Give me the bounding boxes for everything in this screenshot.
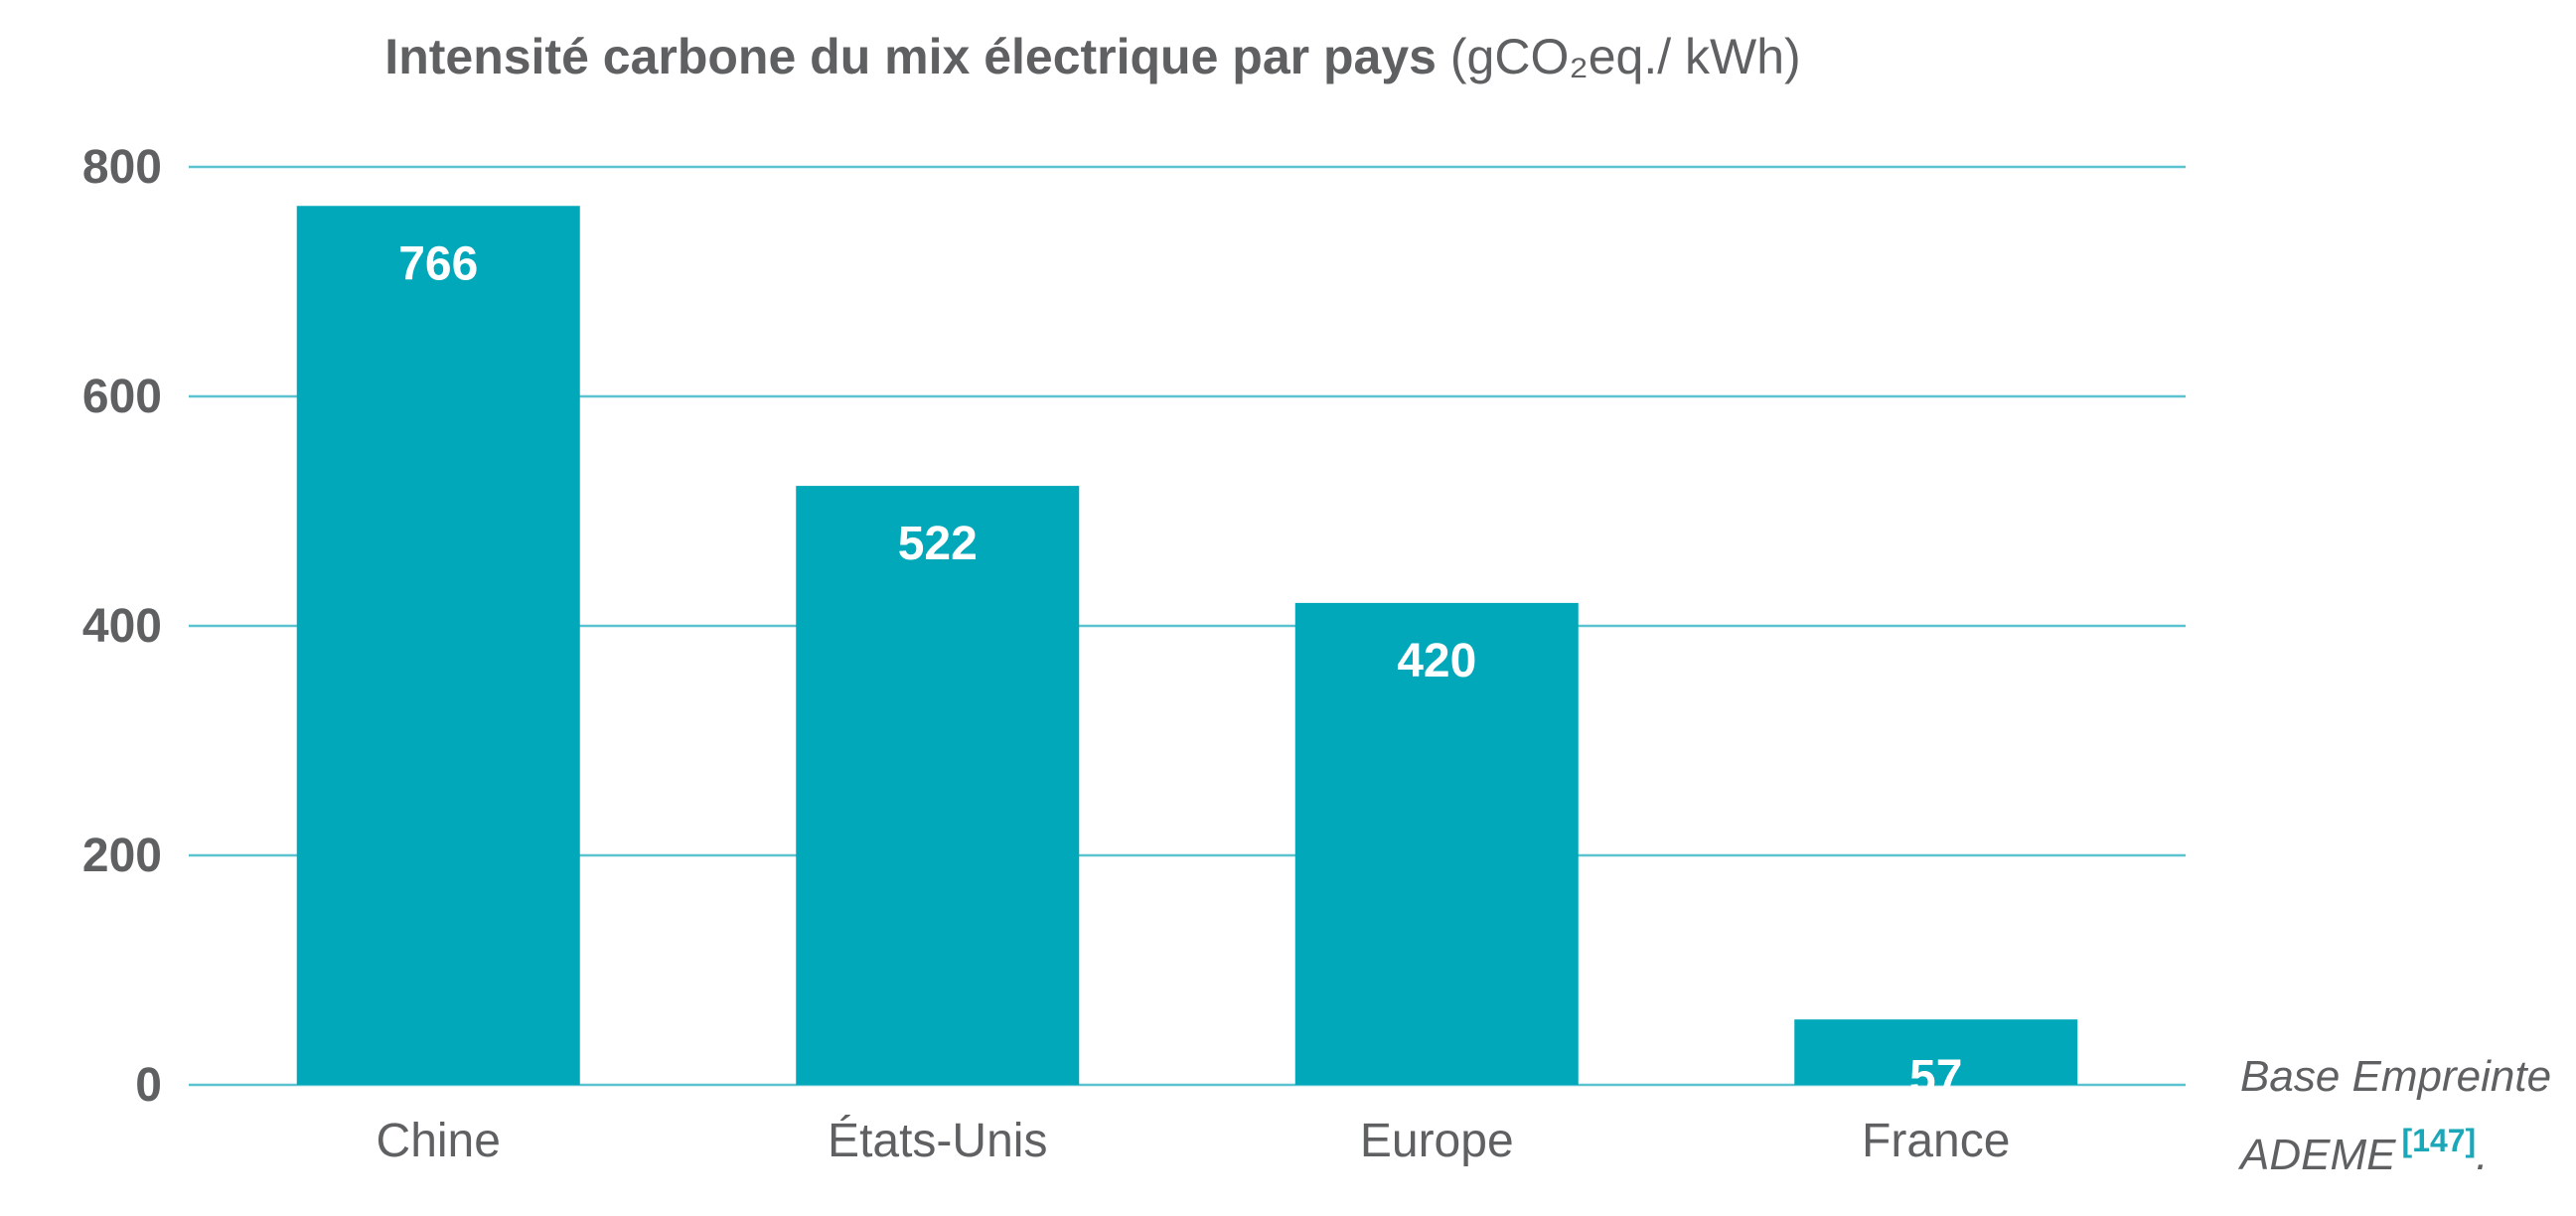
chart-title-unit: (gCO₂eq./ kWh) xyxy=(1449,29,1801,84)
data-label: 57 xyxy=(1909,1051,1962,1104)
x-tick-label: Europe xyxy=(1360,1115,1514,1167)
bar xyxy=(1294,602,1579,1085)
y-tick-label: 800 xyxy=(82,141,162,194)
x-tick-label: France xyxy=(1862,1115,2010,1167)
x-tick-label: États-Unis xyxy=(828,1115,1047,1167)
data-label: 766 xyxy=(398,237,478,290)
chart-title-main: Intensité carbone du mix électrique par … xyxy=(384,29,1437,84)
bar xyxy=(1794,1019,2078,1085)
source-name: ADEME xyxy=(2240,1131,2396,1179)
source-line-1: Base Empreinte xyxy=(2240,1052,2552,1101)
y-tick-label: 400 xyxy=(82,600,162,653)
chart-title: Intensité carbone du mix électrique par … xyxy=(0,28,2186,85)
data-label: 522 xyxy=(898,518,978,570)
y-tick-label: 0 xyxy=(135,1059,162,1112)
x-tick-label: Chine xyxy=(377,1115,501,1167)
bar xyxy=(296,206,580,1085)
y-tick-label: 600 xyxy=(82,371,162,423)
data-label: 420 xyxy=(1397,635,1476,687)
y-tick-label: 200 xyxy=(82,830,162,882)
source-trail: . xyxy=(2476,1131,2489,1179)
source-reference: [147] xyxy=(2401,1123,2477,1158)
bar xyxy=(796,486,1080,1086)
source-line-2: ADEME [147]. xyxy=(2240,1109,2551,1187)
source-note: Base Empreinte ADEME [147]. xyxy=(2240,1045,2551,1187)
